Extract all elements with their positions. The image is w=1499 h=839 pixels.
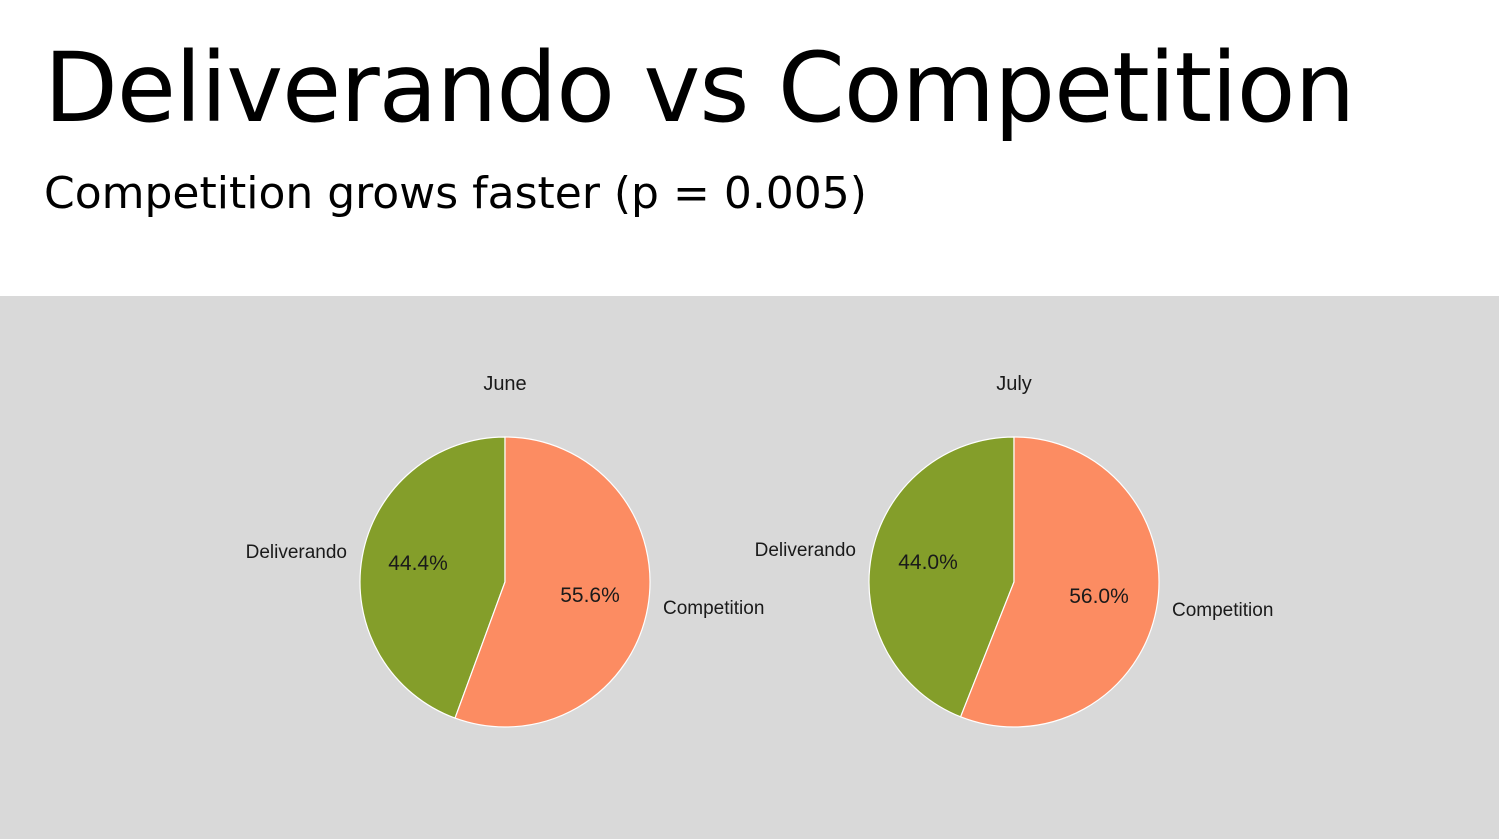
pie-percent-label-competition: 55.6% xyxy=(560,584,620,607)
pie-label-deliverando: Deliverando xyxy=(246,542,347,563)
pie-percent-label-deliverando: 44.4% xyxy=(388,552,448,575)
pie-slice-deliverando xyxy=(359,436,506,719)
pie-label-competition: Competition xyxy=(1172,600,1273,621)
slide-subtitle: Competition grows faster (p = 0.005) xyxy=(44,168,867,219)
pie-slice-competition xyxy=(959,436,1160,728)
pie-label-competition: Competition xyxy=(663,598,764,619)
pie-percent-label-competition: 56.0% xyxy=(1069,585,1129,608)
pie-percent-label-deliverando: 44.0% xyxy=(898,551,958,574)
chart-panel: June Deliverando Competition 44.4% 55.6% July… xyxy=(0,296,1499,839)
pie-slice-competition xyxy=(454,436,651,728)
pie-slice-deliverando xyxy=(868,436,1015,718)
pie-label-deliverando: Deliverando xyxy=(755,540,856,561)
slide-title: Deliverando vs Competition xyxy=(44,32,1355,144)
pie-title: July xyxy=(996,373,1032,395)
pie-charts-canvas: June Deliverando Competition 44.4% 55.6% July… xyxy=(246,373,1273,728)
pie-title: June xyxy=(483,373,526,395)
pie-chart-june: June Deliverando Competition 44.4% 55.6% xyxy=(246,373,764,728)
slide-header: Deliverando vs Competition Competition g… xyxy=(0,0,1499,296)
pie-chart-july: July Deliverando Competition 44.0% 56.0% xyxy=(755,373,1273,728)
